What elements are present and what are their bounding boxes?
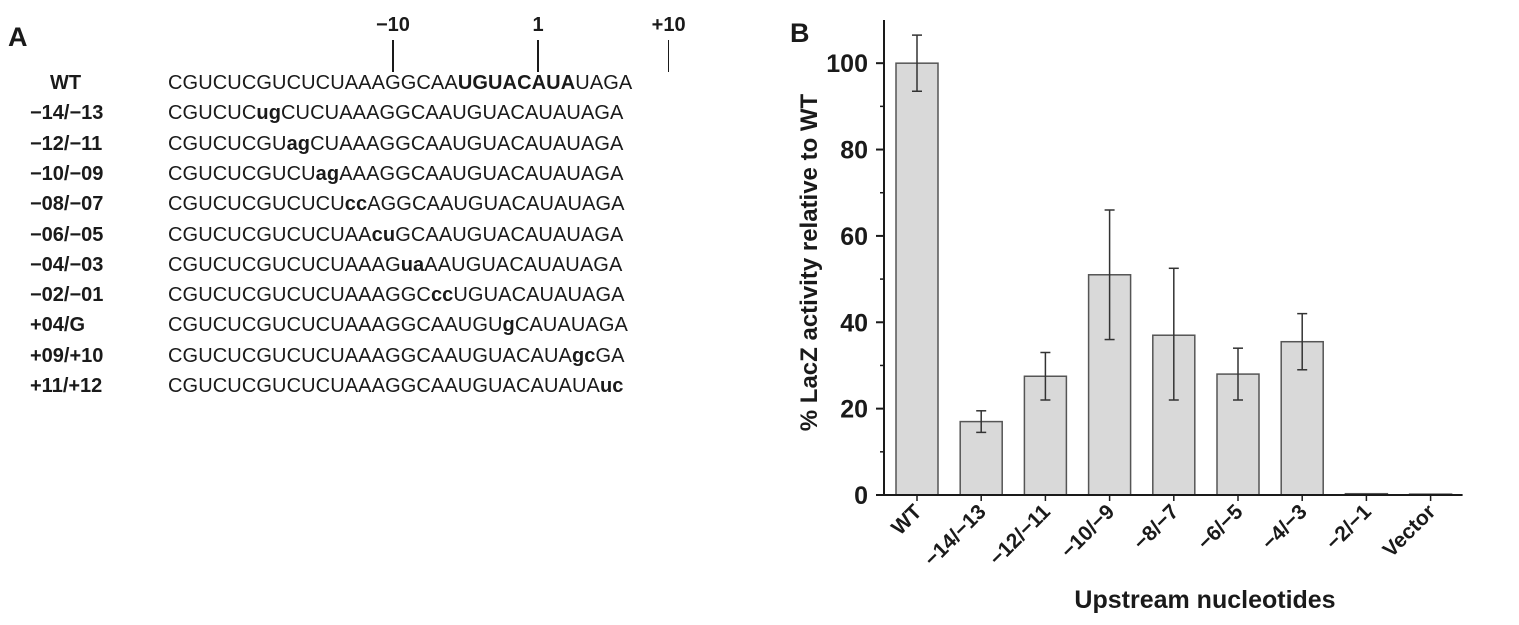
sequence-segment: CGUCUCGUCUCUAAAGGCAAUGUACAUA [168, 344, 572, 367]
sequence-label: −04/−03 [30, 253, 104, 276]
bar-chart: B 0 20 40 60 80 100% LacZ activity relative to… [790, 18, 1463, 614]
sequence-row: −06/−05 CGUCUCGUCUCUAAcuGCAAUGUACAUAUAGA [0, 224, 780, 254]
sequence-row: +11/+12 CGUCUCGUCUCUAAAGGCAAUGUACAUAUAuc [0, 375, 780, 405]
sequence-row: −14/−13 CGUCUCugCUCUAAAGGCAAUGUACAUAUAGA [0, 102, 780, 132]
sequence-label: +09/+10 [30, 344, 104, 367]
sequence-label: +11/+12 [30, 375, 103, 397]
x-axis-label: Upstream nucleotides [1074, 586, 1335, 614]
position-tick [667, 40, 670, 72]
sequence-segment: UGUACAUAUAGA [453, 284, 625, 307]
sequence-label: −02/−01 [30, 284, 104, 307]
sequence-segment: CGUCUCGUCU [168, 162, 316, 185]
y-tick-label: 100 [826, 50, 868, 78]
y-tick-label: 40 [840, 309, 868, 337]
sequence-segment: CGUCUCGUCUCUAA [168, 223, 372, 246]
mutated-nucleotides: ag [286, 132, 311, 155]
position-tick [537, 40, 539, 72]
x-tick-label: −14/−13 [920, 500, 991, 571]
sequence-segment: CGUCUCGUCUCUAAAG [168, 253, 401, 276]
sequence-segment: CGUCUCGUCUCUAAAGGC [168, 284, 431, 307]
sequence-segment: UAGA [575, 72, 633, 94]
sequence-row: WT CGUCUCGUCUCUAAAGGCAAUGUACAUAUAGA [0, 72, 780, 102]
sequence-segment: CUCUAAAGGCAAUGUACAUAUAGA [281, 102, 624, 125]
mutated-nucleotides: g [502, 314, 515, 337]
sequence-segment: CAUAUAGA [514, 314, 628, 337]
panel-a-sequences: A −10 1 +10 WT CGUCUCGUCUCUAAAGGCAAUGUACAUA… [0, 14, 780, 405]
sequence-row: −02/−01 CGUCUCGUCUCUAAAGGCccUGUACAUAUAGA [0, 284, 780, 314]
sequence-label: −06/−05 [30, 223, 104, 246]
mutated-nucleotides: gc [571, 344, 596, 367]
sequence-segment: CGUCUCGUCUCU [168, 193, 345, 216]
mutated-nucleotides: ua [400, 253, 425, 276]
sequence-segment: AAAGGCAAUGUACAUAUAGA [339, 162, 624, 185]
sequence-text: CGUCUCGUCUagAAAGGCAAUGUACAUAUAGA [168, 163, 624, 186]
mutated-nucleotides: cc [344, 193, 368, 216]
y-tick-label: 60 [840, 223, 868, 251]
x-tick-label: −12/−11 [985, 500, 1055, 570]
mutated-nucleotides: cc [430, 284, 454, 307]
sequence-segment: CGUCUCGU [168, 132, 287, 155]
mutated-nucleotides: UGUACAUA [457, 72, 576, 94]
position-label: +10 [651, 14, 686, 36]
position-label: −10 [375, 14, 410, 36]
sequence-label: −08/−07 [30, 193, 104, 216]
x-tick-label: −8/−7 [1129, 500, 1183, 554]
y-tick-label: 20 [840, 396, 868, 424]
y-tick-label: 80 [840, 137, 868, 165]
sequence-text: CGUCUCGUCUCUAAAGGCAAUGUACAUAUAGA [168, 72, 632, 95]
y-tick-label: 0 [854, 482, 868, 510]
sequence-text: CGUCUCGUCUCUAAAGGCccUGUACAUAUAGA [168, 284, 625, 307]
panel-letter-a: A [8, 22, 28, 52]
sequence-row: −12/−11 CGUCUCGUagCUAAAGGCAAUGUACAUAUAGA [0, 133, 780, 163]
mutated-nucleotides: ug [256, 102, 282, 125]
sequence-segment: CGUCUCGUCUCUAAAGGCAAUGUACAUAUA [168, 375, 600, 397]
sequence-row: −08/−07 CGUCUCGUCUCUccAGGCAAUGUACAUAUAGA [0, 193, 780, 223]
bar [895, 62, 939, 496]
sequence-segment: GA [595, 344, 625, 367]
sequence-label: −10/−09 [30, 162, 104, 185]
sequence-label: WT [50, 72, 82, 94]
mutated-nucleotides: cu [371, 223, 396, 246]
sequence-segment: CGUCUCGUCUCUAAAGGCAAUGU [168, 314, 503, 337]
sequence-text: CGUCUCGUCUCUAAcuGCAAUGUACAUAUAGA [168, 224, 624, 247]
sequence-text: CGUCUCugCUCUAAAGGCAAUGUACAUAUAGA [168, 102, 623, 125]
sequence-row: +09/+10 CGUCUCGUCUCUAAAGGCAAUGUACAUAgcGA [0, 345, 780, 375]
sequence-segment: AAUGUACAUAUAGA [424, 253, 623, 276]
x-tick-label: Vector [1378, 500, 1440, 562]
position-label: 1 [532, 14, 544, 36]
sequence-text: CGUCUCGUagCUAAAGGCAAUGUACAUAUAGA [168, 133, 624, 156]
sequence-text: CGUCUCGUCUCUAAAGGCAAUGUgCAUAUAGA [168, 314, 628, 337]
x-tick-label: −10/−9 [1057, 500, 1120, 563]
panel-letter-b: B [790, 18, 810, 48]
sequence-segment: GCAAUGUACAUAUAGA [395, 223, 624, 246]
x-tick-label: −2/−1 [1322, 500, 1376, 554]
sequence-text: CGUCUCGUCUCUAAAGuaAAUGUACAUAUAGA [168, 254, 622, 277]
sequence-row: −04/−03 CGUCUCGUCUCUAAAGuaAAUGUACAUAUAGA [0, 254, 780, 284]
sequence-segment: CGUCUC [168, 102, 257, 125]
sequence-segment: CGUCUCGUCUCUAAAGGCAA [168, 72, 458, 94]
sequence-text: CGUCUCGUCUCUccAGGCAAUGUACAUAUAGA [168, 193, 625, 216]
sequence-label: −12/−11 [30, 132, 103, 155]
sequence-text: CGUCUCGUCUCUAAAGGCAAUGUACAUAgcGA [168, 345, 625, 368]
x-tick-label: WT [887, 500, 926, 539]
sequence-row: −10/−09 CGUCUCGUCUagAAAGGCAAUGUACAUAUAGA [0, 163, 780, 193]
x-tick-label: −4/−3 [1257, 500, 1311, 554]
x-tick-label: −6/−5 [1193, 500, 1247, 554]
sequence-row: +04/G CGUCUCGUCUCUAAAGGCAAUGUgCAUAUAGA [0, 314, 780, 344]
sequence-text: CGUCUCGUCUCUAAAGGCAAUGUACAUAUAuc [168, 375, 623, 398]
sequence-segment: CUAAAGGCAAUGUACAUAUAGA [310, 132, 624, 155]
position-tick [392, 40, 394, 72]
sequence-segment: AGGCAAUGUACAUAUAGA [367, 193, 625, 216]
mutated-nucleotides: ag [315, 162, 340, 185]
sequence-label: −14/−13 [30, 102, 104, 125]
sequence-label: +04/G [30, 314, 86, 337]
y-axis-label: % LacZ activity relative to WT [796, 93, 823, 431]
mutated-nucleotides: uc [599, 375, 624, 397]
